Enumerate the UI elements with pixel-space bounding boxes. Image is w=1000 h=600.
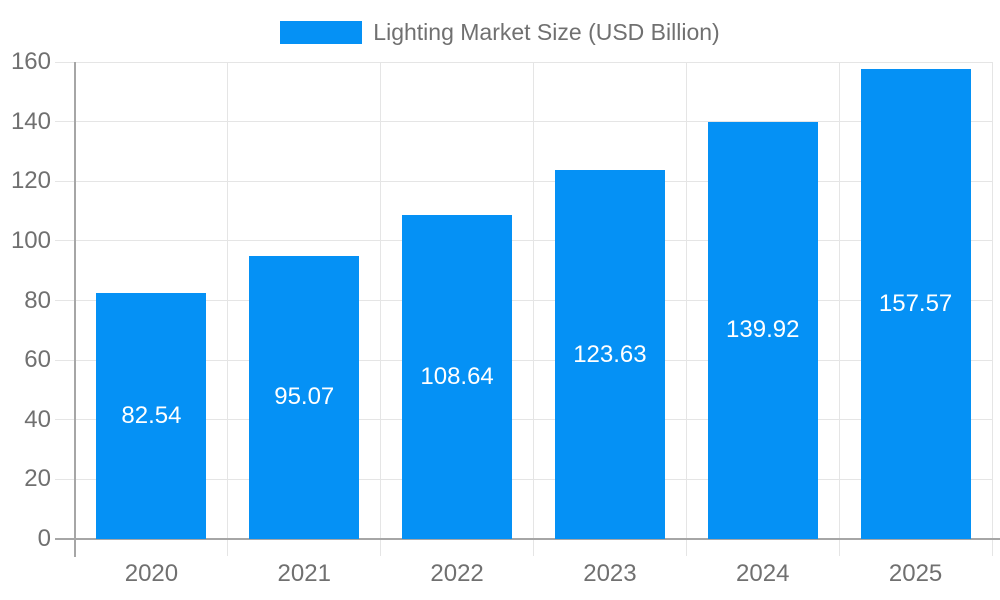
y-tick-120 — [55, 180, 75, 182]
y-tick-label-80: 80 — [24, 286, 51, 314]
bar-2020[interactable]: 82.54 — [96, 292, 207, 539]
legend-label: Lighting Market Size (USD Billion) — [373, 19, 720, 45]
bar-value-label-2024: 139.92 — [726, 316, 800, 344]
y-tick-60 — [55, 359, 75, 361]
bar-2021[interactable]: 95.07 — [249, 255, 360, 539]
x-tick-1 — [227, 539, 229, 556]
y-tick-label-40: 40 — [24, 405, 51, 433]
bar-value-label-2022: 108.64 — [420, 363, 494, 391]
x-tick-6 — [991, 539, 993, 556]
x-tick-label-2023: 2023 — [583, 560, 637, 587]
bar-2025[interactable]: 157.57 — [860, 69, 971, 539]
y-tick-160 — [55, 61, 75, 63]
y-tick-80 — [55, 300, 75, 301]
x-tick-label-2021: 2021 — [277, 560, 331, 587]
y-axis-line — [74, 62, 76, 557]
y-tick-label-140: 140 — [10, 107, 51, 135]
x-tick-label-2024: 2024 — [736, 560, 790, 587]
y-tick-140 — [55, 121, 75, 123]
x-gridline-6 — [991, 62, 993, 539]
y-tick-label-100: 100 — [10, 226, 51, 254]
x-gridline-3 — [533, 62, 534, 539]
y-tick-100 — [55, 240, 75, 242]
legend-swatch — [280, 21, 363, 44]
x-tick-label-2020: 2020 — [124, 560, 179, 587]
y-tick-40 — [55, 419, 75, 421]
x-gridline-4 — [685, 62, 687, 539]
y-tick-label-20: 20 — [24, 465, 51, 493]
bar-value-label-2025: 157.57 — [878, 290, 953, 318]
y-tick-20 — [55, 478, 75, 480]
x-axis-line — [55, 538, 1000, 540]
bar-value-label-2021: 95.07 — [274, 383, 335, 411]
bar-value-label-2023: 123.63 — [573, 340, 647, 368]
y-tick-label-60: 60 — [24, 346, 51, 374]
x-gridline-2 — [380, 62, 382, 539]
x-tick-5 — [838, 539, 840, 556]
y-tick-label-120: 120 — [10, 167, 51, 195]
x-tick-3 — [533, 539, 534, 556]
bar-2024[interactable]: 139.92 — [707, 121, 818, 539]
bar-2022[interactable]: 108.64 — [402, 215, 513, 539]
x-tick-label-2022: 2022 — [430, 560, 484, 587]
y-tick-label-160: 160 — [10, 48, 51, 75]
x-gridline-1 — [227, 62, 229, 539]
x-tick-2 — [380, 539, 382, 556]
legend[interactable]: Lighting Market Size (USD Billion) — [0, 19, 1000, 46]
x-gridline-5 — [838, 62, 840, 539]
y-tick-label-0: 0 — [37, 525, 51, 552]
bar-2023[interactable]: 123.63 — [554, 170, 665, 539]
x-tick-4 — [685, 539, 687, 556]
x-tick-label-2025: 2025 — [888, 560, 943, 587]
bar-value-label-2020: 82.54 — [121, 401, 182, 429]
